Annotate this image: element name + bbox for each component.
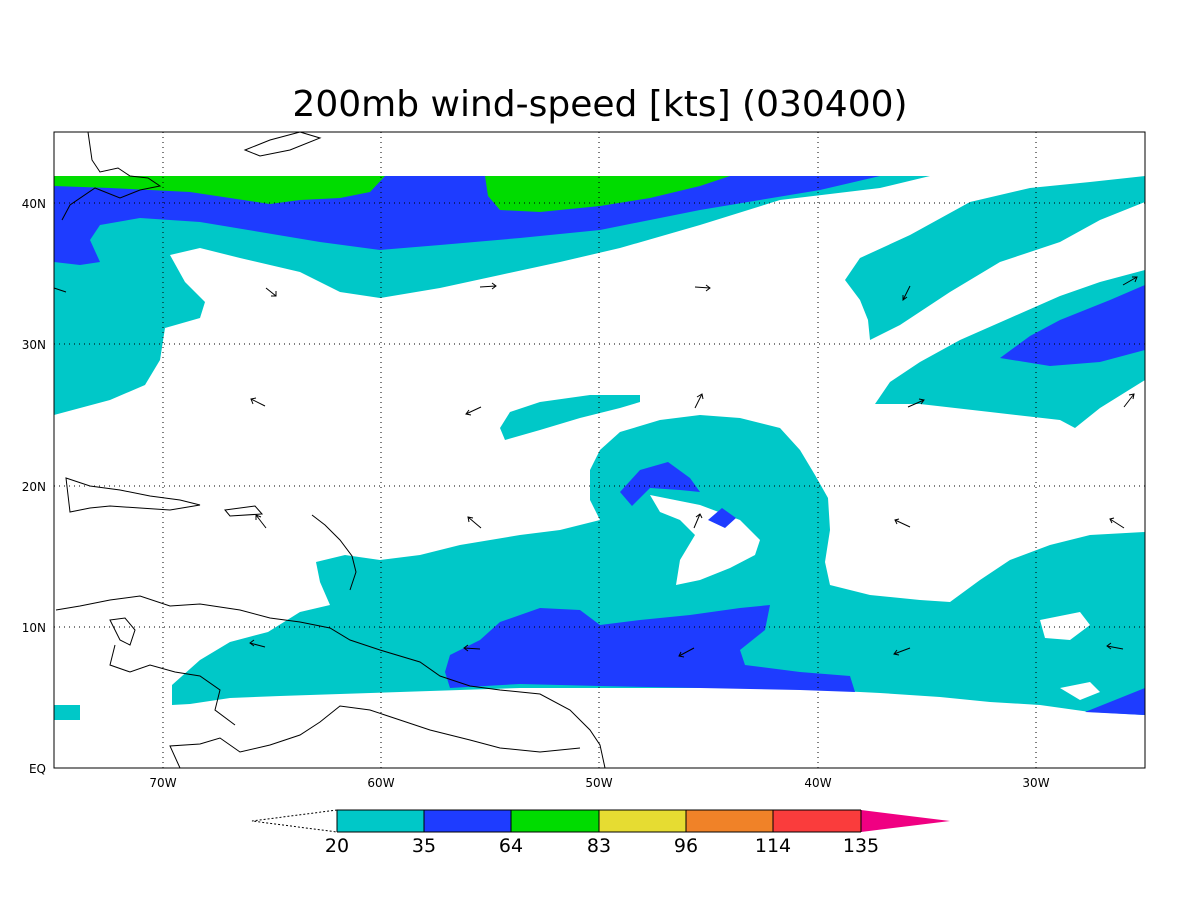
contour-blue-northeast [1000,285,1145,366]
contour-white-hole-2 [1040,612,1090,640]
contour-blue-south [445,605,855,692]
contour-blue-southeast [1085,688,1145,715]
contour-cyan-east-band [875,270,1145,428]
colorbar-low-triangle [251,809,338,833]
wind-arrow [678,647,695,658]
contour-cyan-north [54,176,930,415]
wind-arrow [255,514,267,529]
colorbar-label: 35 [412,835,436,857]
lat-tick-label: 30N [22,338,46,352]
wind-arrow [1109,517,1125,529]
colorbar-segment [511,810,599,832]
colorbar-label: 96 [674,835,698,857]
contour-white-hole-3 [1060,682,1100,700]
colorbar-segment [424,810,511,832]
colorbar-label: 114 [755,835,791,857]
coastline-south-america [55,595,606,768]
colorbar-label: 135 [843,835,879,857]
lon-axis: 70W 60W 50W 40W 30W [149,776,1049,790]
wind-arrow [1106,642,1124,650]
lat-tick-label: 20N [22,480,46,494]
wind-arrow [465,406,482,416]
contour-blue-mid-small [708,508,736,528]
lon-tick-label: 30W [1022,776,1049,790]
wind-arrow [1122,276,1138,286]
wind-arrow [53,287,67,293]
lon-tick-label: 70W [149,776,176,790]
wind-arrow [907,398,925,408]
lat-tick-label: 40N [22,197,46,211]
coastline-venezuela-interior [109,617,236,726]
lon-tick-label: 60W [367,776,394,790]
colorbar-segment [773,810,861,832]
colorbar-label: 64 [499,835,523,857]
lat-tick-label: EQ [29,762,46,776]
colorbar-segment [599,810,686,832]
colorbar-label: 20 [325,835,349,857]
coastline-nova-scotia [243,132,322,157]
coastline-greater-antilles [65,477,201,513]
colorbar: 20 35 64 83 96 114 135 [251,809,950,857]
wind-arrow [902,285,911,301]
colorbar-segment [686,810,773,832]
wind-arrow [1123,393,1135,408]
map-title: 200mb wind-speed [kts] (030400) [292,84,907,125]
coastline-lesser-antilles [311,514,357,591]
lat-lon-grid [54,132,1145,768]
wind-arrow [265,287,277,297]
wind-arrow [463,644,481,652]
contour-cyan-northeast [845,176,1145,340]
lat-tick-label: 10N [22,621,46,635]
wind-arrow [250,397,266,407]
wind-arrow [693,513,703,529]
colorbar-label: 83 [587,835,611,857]
colorbar-segment [337,810,424,832]
plot-frame [53,131,1146,769]
lon-tick-label: 40W [804,776,831,790]
wind-vectors [53,276,1138,658]
wind-arrow [894,518,911,528]
wind-arrow [249,639,266,648]
wind-arrow [893,647,911,656]
contour-blue-mid [620,462,700,506]
contour-green-northwest [54,176,385,204]
colorbar-high-triangle [861,810,950,832]
contour-cyan-mid-blob [500,395,640,440]
wind-arrow [694,284,711,292]
contour-green-north-center [485,176,730,212]
wind-arrow [694,393,704,409]
wind-arrow [479,282,497,290]
lat-axis: 40N 30N 20N 10N EQ [22,197,46,776]
wind-arrow [467,516,482,529]
coastline-north-america [61,132,162,221]
lon-tick-label: 50W [585,776,612,790]
coastline-puerto-rico [224,505,264,517]
